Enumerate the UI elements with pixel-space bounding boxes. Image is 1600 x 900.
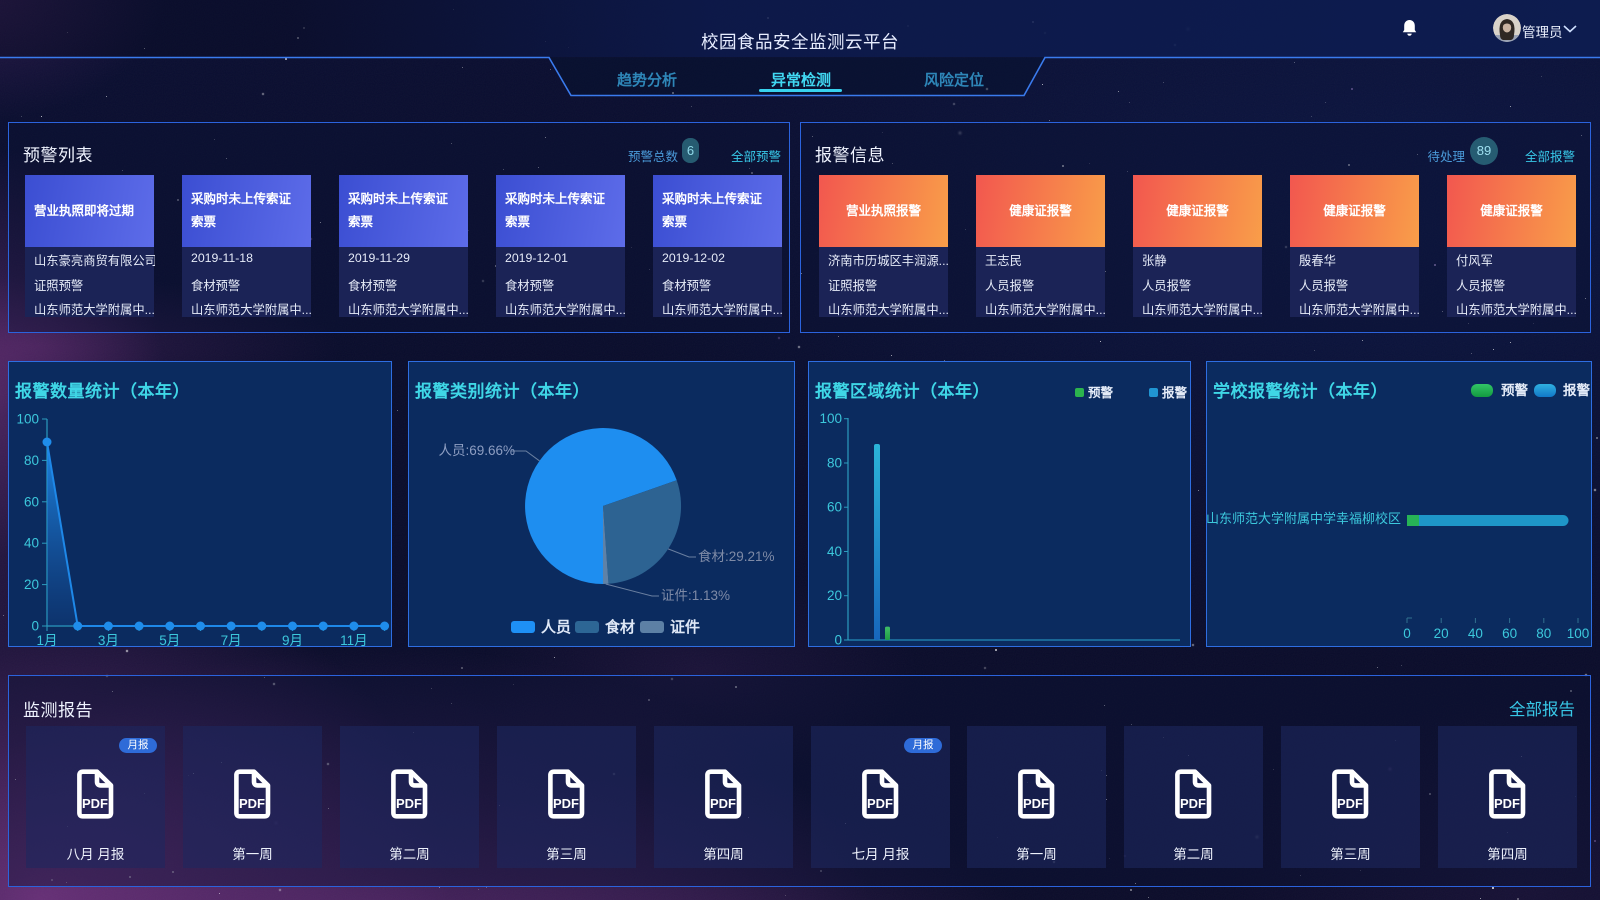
svg-text:PDF: PDF xyxy=(1023,796,1049,811)
svg-text:预警: 预警 xyxy=(1088,385,1114,400)
svg-text:人员:69.66%: 人员:69.66% xyxy=(438,443,515,458)
svg-text:证件:1.13%: 证件:1.13% xyxy=(661,588,730,603)
svg-text:5月: 5月 xyxy=(159,633,180,648)
svg-text:40: 40 xyxy=(827,544,842,559)
svg-text:40: 40 xyxy=(1468,626,1483,641)
svg-text:0: 0 xyxy=(31,619,39,634)
svg-text:80: 80 xyxy=(1536,626,1551,641)
svg-text:20: 20 xyxy=(827,588,842,603)
svg-text:80: 80 xyxy=(24,453,39,468)
svg-text:山东师范大学附属中学幸福柳校区: 山东师范大学附属中学幸福柳校区 xyxy=(1207,511,1401,526)
svg-text:PDF: PDF xyxy=(1180,796,1206,811)
svg-text:100: 100 xyxy=(16,412,39,427)
svg-text:1月: 1月 xyxy=(36,633,57,648)
svg-text:9月: 9月 xyxy=(282,633,303,648)
svg-text:PDF: PDF xyxy=(82,796,108,811)
svg-text:3月: 3月 xyxy=(98,633,119,648)
svg-text:PDF: PDF xyxy=(867,796,893,811)
svg-text:食材:29.21%: 食材:29.21% xyxy=(698,548,775,564)
svg-text:20: 20 xyxy=(24,577,39,592)
svg-text:100: 100 xyxy=(819,411,842,426)
svg-text:0: 0 xyxy=(834,633,842,648)
svg-text:PDF: PDF xyxy=(553,796,579,811)
svg-text:人员: 人员 xyxy=(541,619,571,636)
svg-text:40: 40 xyxy=(24,536,39,551)
svg-text:11月: 11月 xyxy=(340,633,368,648)
svg-text:0: 0 xyxy=(1403,626,1411,641)
svg-text:60: 60 xyxy=(24,494,39,509)
svg-text:PDF: PDF xyxy=(396,796,422,811)
svg-text:20: 20 xyxy=(1434,626,1449,641)
svg-text:PDF: PDF xyxy=(710,796,736,811)
svg-text:100: 100 xyxy=(1567,626,1590,641)
svg-text:7月: 7月 xyxy=(221,633,242,648)
svg-text:60: 60 xyxy=(1502,626,1517,641)
svg-text:证件: 证件 xyxy=(670,618,700,636)
svg-text:PDF: PDF xyxy=(1494,796,1520,811)
svg-text:PDF: PDF xyxy=(1337,796,1363,811)
svg-text:预警: 预警 xyxy=(1501,382,1529,398)
svg-text:食材: 食材 xyxy=(605,618,635,636)
svg-text:60: 60 xyxy=(827,500,842,515)
svg-text:PDF: PDF xyxy=(239,796,265,811)
svg-text:报警: 报警 xyxy=(1162,385,1188,400)
svg-text:80: 80 xyxy=(827,456,842,471)
svg-text:报警: 报警 xyxy=(1563,382,1591,398)
